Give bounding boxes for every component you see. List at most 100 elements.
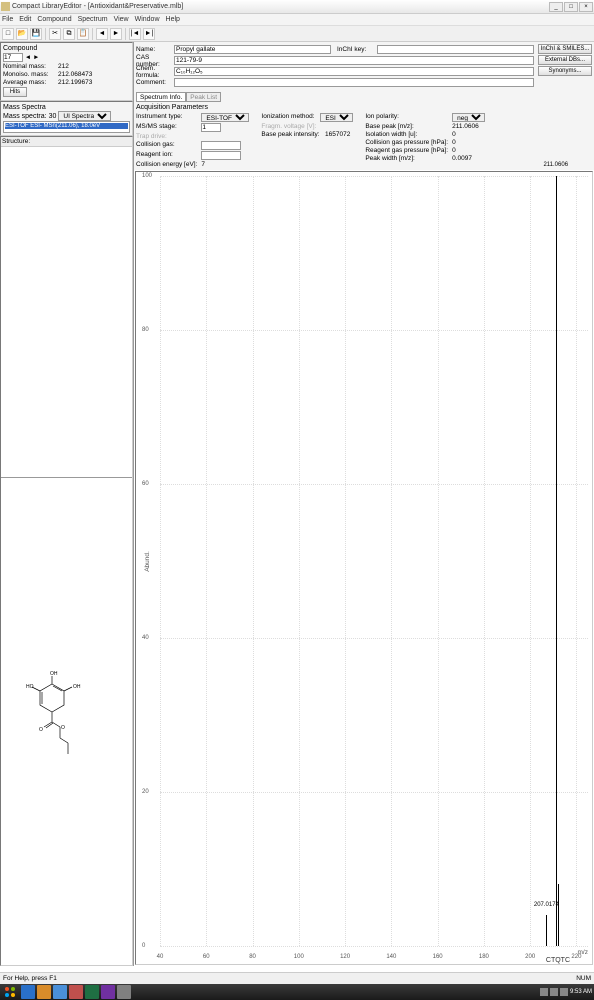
xtick-label: 160 [433, 954, 443, 960]
menu-view[interactable]: View [114, 16, 129, 23]
basepeak-value: 211.0606 [452, 123, 485, 130]
ionization-method-select[interactable]: ESI [320, 113, 353, 122]
tab-spectrum-info[interactable]: Spectrum Info. [136, 92, 186, 102]
toolbar-cut-icon[interactable]: ✂ [49, 28, 61, 40]
collision-gas-label: Collision gas: [136, 141, 197, 150]
taskbar-app-icon[interactable] [53, 985, 67, 999]
close-button[interactable]: × [579, 2, 593, 12]
taskbar-app-icon[interactable] [117, 985, 131, 999]
compound-id-input[interactable] [3, 53, 23, 62]
toolbar-open-icon[interactable]: 📂 [16, 28, 28, 40]
menu-edit[interactable]: Edit [19, 16, 31, 23]
xtick-label: 40 [157, 954, 164, 960]
toolbar-paste-icon[interactable]: 📋 [77, 28, 89, 40]
msms-stage-label: MS/MS stage: [136, 123, 197, 132]
synonyms-button[interactable]: Synonyms... [538, 66, 592, 76]
spectra-list-item[interactable]: ESI-TOF ESI- MSn(211.06), 18.0eV [5, 123, 128, 129]
nominal-mass-label: Nominal mass: [3, 63, 58, 70]
fragvolt-label: Fragm. voltage [V]: [261, 123, 316, 130]
peak-width-label: Peak width [m/z]: [365, 155, 448, 162]
collision-energy-label: Collision energy [eV]: [136, 161, 197, 168]
reagent-pressure-value: 0 [452, 147, 485, 154]
spectrum-xunit: m/z [578, 949, 588, 956]
spectrum-plot: Abund. 020406080100406080100120140160180… [135, 171, 593, 965]
inchi-key-input[interactable] [377, 45, 534, 54]
tray-icon[interactable] [560, 988, 568, 996]
compound-header: Compound [3, 45, 130, 52]
spectra-count-value: 30 [49, 113, 57, 120]
xtick-label: 200 [525, 954, 535, 960]
tray-clock[interactable]: 9:53 AM [570, 989, 592, 995]
menu-spectrum[interactable]: Spectrum [78, 16, 108, 23]
start-button[interactable] [0, 984, 20, 1000]
left-pane: Compound ◄ ► Nominal mass: 212 Monoiso. … [0, 42, 134, 966]
ytick-label: 80 [142, 327, 149, 333]
collision-gas-input[interactable] [201, 141, 241, 150]
ytick-label: 40 [142, 635, 149, 641]
maximize-button[interactable]: □ [564, 2, 578, 12]
spectrum-peak [558, 884, 559, 946]
name-label: Name: [136, 46, 174, 53]
cas-input[interactable] [174, 56, 534, 65]
collision-pressure-label: Collision gas pressure [hPa]: [365, 139, 448, 146]
comment-input[interactable] [174, 78, 534, 87]
spectra-count-label: Mass spectra: [3, 113, 47, 120]
reagent-ion-input[interactable] [201, 151, 241, 160]
tab-peak-list[interactable]: Peak List [186, 92, 221, 102]
polarity-select[interactable]: neg [452, 113, 485, 122]
trap-drive-label: Trap drive: [136, 133, 197, 140]
compound-info-panel: Name:InChI key: CAS number: Chem. formul… [134, 42, 536, 90]
toolbar-last-icon[interactable]: ►| [143, 28, 155, 40]
peak-width-value: 0.0097 [452, 155, 485, 162]
menubar: File Edit Compound Spectrum View Window … [0, 14, 594, 26]
toolbar-copy-icon[interactable]: ⧉ [63, 28, 75, 40]
svg-text:O: O [61, 725, 65, 731]
formula-input[interactable] [174, 67, 534, 76]
msms-stage-input[interactable] [201, 123, 221, 132]
hits-button[interactable]: Hits [3, 87, 27, 97]
external-dbs-button[interactable]: External DBs... [538, 55, 592, 65]
menu-file[interactable]: File [2, 16, 13, 23]
svg-text:O: O [39, 727, 43, 733]
tray-icon[interactable] [540, 988, 548, 996]
compound-panel: Compound ◄ ► Nominal mass: 212 Monoiso. … [0, 42, 133, 101]
mass-spectra-header: Mass Spectra [3, 104, 130, 111]
toolbar-new-icon[interactable]: □ [2, 28, 14, 40]
tray-icon[interactable] [550, 988, 558, 996]
titlebar: Compact LibraryEditor - [Antioxidant&Pre… [0, 0, 594, 14]
inchi-key-label: InChI key: [337, 46, 377, 53]
minimize-button[interactable]: _ [549, 2, 563, 12]
toolbar-save-icon[interactable]: 💾 [30, 28, 42, 40]
taskbar-app-icon[interactable] [69, 985, 83, 999]
svg-text:OH: OH [50, 671, 58, 677]
menu-compound[interactable]: Compound [37, 16, 71, 23]
polarity-label: Ion polarity: [365, 113, 448, 122]
toolbar-prev-icon[interactable]: ◄ [96, 28, 108, 40]
spectrum-ylabel: Abund. [144, 551, 151, 572]
collision-energy-value: 7 [201, 161, 249, 168]
toolbar-first-icon[interactable]: |◄ [129, 28, 141, 40]
inchi-smiles-button[interactable]: InChI & SMILES... [538, 44, 592, 54]
taskbar-app-icon[interactable] [37, 985, 51, 999]
isolation-width-value: 0 [452, 131, 485, 138]
menu-window[interactable]: Window [135, 16, 160, 23]
spectra-list[interactable]: ESI-TOF ESI- MSn(211.06), 18.0eV [3, 121, 130, 133]
side-buttons: InChI & SMILES... External DBs... Synony… [536, 42, 594, 90]
right-pane: Name:InChI key: CAS number: Chem. formul… [134, 42, 594, 966]
instrument-type-select[interactable]: ESI-TOF [201, 113, 249, 122]
statusbar: For Help, press F1 NUM [0, 972, 594, 984]
xtick-label: 80 [249, 954, 256, 960]
structure-top-empty [1, 147, 132, 478]
collision-pressure-value: 0 [452, 139, 485, 146]
name-input[interactable] [174, 45, 331, 54]
menu-help[interactable]: Help [166, 16, 180, 23]
taskbar-app-icon[interactable] [21, 985, 35, 999]
svg-text:HO: HO [26, 684, 34, 690]
toolbar-next-icon[interactable]: ► [110, 28, 122, 40]
status-numlock: NUM [576, 975, 591, 982]
taskbar-app-icon[interactable] [85, 985, 99, 999]
taskbar-app-icon[interactable] [101, 985, 115, 999]
spectra-view-select[interactable]: UI Spectra [58, 111, 111, 121]
xtick-label: 60 [203, 954, 210, 960]
svg-text:OH: OH [73, 684, 81, 690]
